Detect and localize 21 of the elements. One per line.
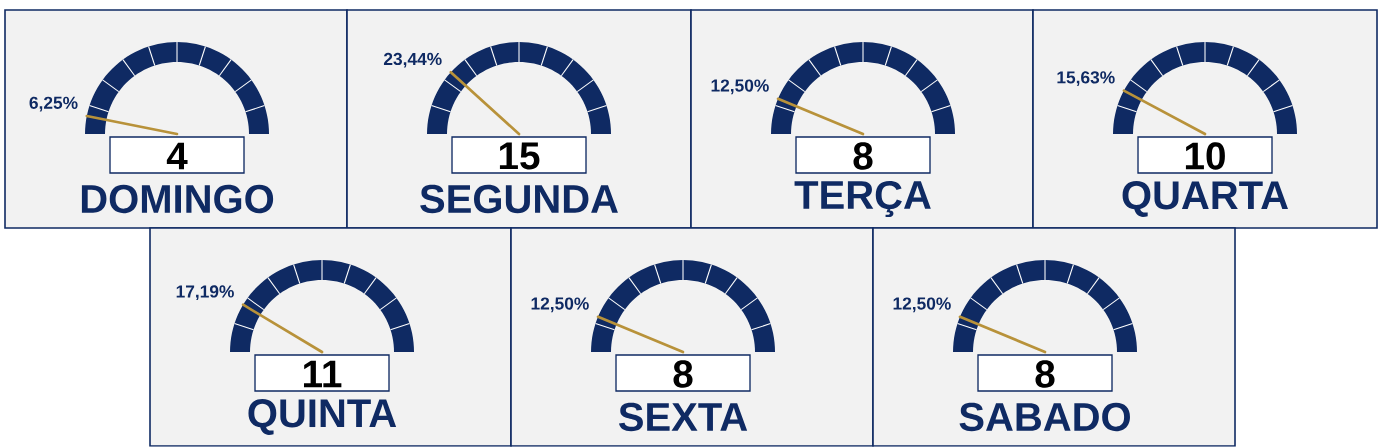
data-label: 12,50% xyxy=(893,297,951,313)
data-label: 12,50% xyxy=(531,297,589,313)
text: SABADO xyxy=(959,402,1130,432)
text: 11 xyxy=(303,360,342,388)
data-label: 15,63% xyxy=(1057,71,1115,87)
text: 8 xyxy=(673,360,693,388)
text: 10 xyxy=(1185,142,1225,170)
text: 8 xyxy=(1035,360,1055,388)
text: 8 xyxy=(853,142,873,170)
text: 15 xyxy=(499,142,540,170)
data-label: 23,44% xyxy=(383,52,442,68)
text: TERÇA xyxy=(794,180,931,218)
text: SEGUNDA xyxy=(420,184,618,214)
text: QUARTA xyxy=(1122,181,1289,217)
data-label: 17,19% xyxy=(176,285,234,301)
text: 4 xyxy=(166,142,188,170)
data-label: 6,25% xyxy=(29,96,78,112)
text: DOMINGO xyxy=(81,184,274,214)
data-label: 12,50% xyxy=(711,79,769,95)
text: SEXTA xyxy=(618,402,748,432)
text: QUINTA xyxy=(248,399,397,435)
